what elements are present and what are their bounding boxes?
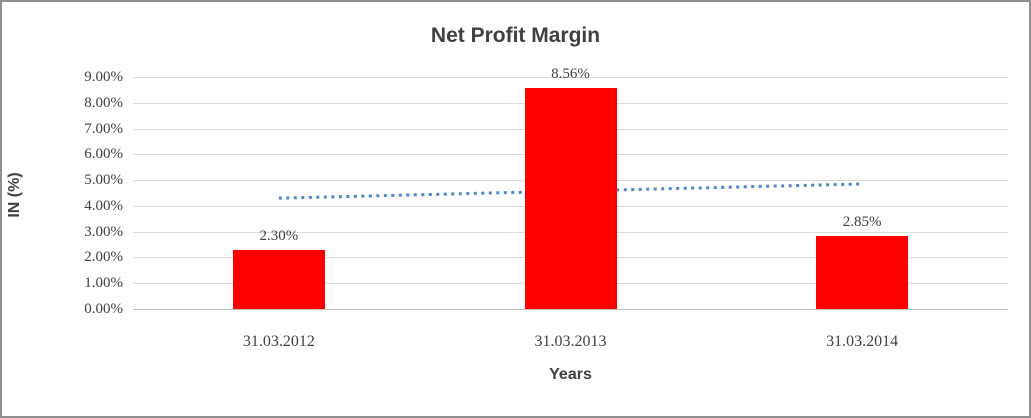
y-axis-tick-label: 7.00%	[84, 120, 123, 137]
chart-title: Net Profit Margin	[430, 24, 601, 47]
x-axis-category-label: 31.03.2012	[242, 333, 315, 350]
bar-data-label: 8.56%	[551, 66, 590, 83]
x-axis-category-label: 31.03.2013	[534, 333, 607, 350]
y-axis-tick-label: 3.00%	[84, 223, 123, 240]
y-axis-tick-label: 6.00%	[84, 146, 123, 163]
bar	[232, 249, 325, 309]
y-axis-tick-label: 5.00%	[84, 172, 123, 189]
y-axis-tick-label: 9.00%	[84, 69, 123, 85]
y-axis-tick-label: 1.00%	[84, 275, 123, 292]
y-axis-tick-label: 8.00%	[84, 94, 123, 111]
bar-data-label: 2.30%	[259, 227, 299, 244]
x-axis-category-label: 31.03.2014	[826, 333, 899, 350]
plot-area: 2.30% 8.56% 2.85%	[133, 66, 1008, 310]
gridline	[133, 309, 1008, 310]
bar-data-label: 2.85%	[842, 213, 882, 230]
bar	[524, 88, 617, 309]
x-axis-title: Years	[549, 366, 592, 383]
y-axis-tick-label: 0.00%	[84, 301, 123, 317]
bar	[816, 235, 909, 309]
gridline	[133, 77, 1008, 78]
y-axis-tick-label: 2.00%	[84, 249, 123, 266]
y-axis-tick-label: 4.00%	[84, 197, 123, 214]
